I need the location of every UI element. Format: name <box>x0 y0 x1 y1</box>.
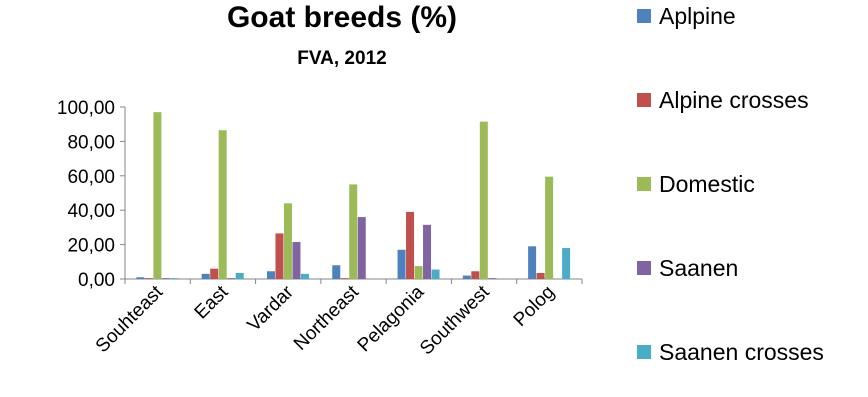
bar-saanen-souhteast <box>161 278 170 279</box>
bar-saanen-crosses-souhteast <box>170 278 179 279</box>
bar-domestic-polog <box>545 176 554 279</box>
bar-aplpine-souhteast <box>136 277 145 279</box>
bar-domestic-vardar <box>283 203 292 279</box>
bar-aplpine-pelagonia <box>397 249 406 279</box>
bar-aplpine-east <box>201 273 210 279</box>
legend-label: Domestic <box>659 171 755 197</box>
x-tick-label: Polog <box>510 282 559 331</box>
bar-saanen-crosses-pelagonia <box>431 269 440 279</box>
chart-title: Goat breeds (%) <box>227 1 457 34</box>
bar-aplpine-polog <box>528 246 537 279</box>
legend-swatch <box>637 93 651 107</box>
chart-subtitle: FVA, 2012 <box>297 48 386 69</box>
y-tick-label: 100,00 <box>57 98 115 119</box>
bar-domestic-east <box>218 130 227 279</box>
bar-alpine-crosses-southwest <box>471 271 480 279</box>
bar-saanen-east <box>227 278 236 279</box>
x-tick-label: East <box>191 281 233 323</box>
y-tick-label: 40,00 <box>67 201 115 222</box>
bars-group <box>136 112 571 280</box>
legend-label: Alpine crosses <box>659 87 809 113</box>
legend-label: Aplpine <box>659 3 736 29</box>
bar-domestic-pelagonia <box>414 266 423 279</box>
bar-saanen-pelagonia <box>423 224 432 279</box>
x-tick-label: Vardar <box>244 281 299 336</box>
bar-domestic-northeast <box>349 184 358 279</box>
legend: Aplpine Alpine crosses Domestic Saanen Saane… <box>637 3 824 365</box>
bar-domestic-souhteast <box>153 112 162 279</box>
y-axis: 0,00 20,00 40,00 60,00 80,00 100,00 <box>57 98 126 291</box>
bar-saanen-northeast <box>357 217 366 279</box>
bar-saanen-crosses-east <box>235 272 244 279</box>
bar-saanen-vardar <box>292 242 301 279</box>
legend-label: Saanen crosses <box>659 339 824 365</box>
bar-alpine-crosses-souhteast <box>144 278 153 279</box>
legend-swatch <box>637 261 651 275</box>
x-tick-label: Souhteast <box>92 281 168 357</box>
legend-label: Saanen <box>659 255 738 281</box>
y-tick-label: 0,00 <box>78 270 115 291</box>
bar-saanen-southwest <box>488 278 497 279</box>
legend-swatch <box>637 345 651 359</box>
bar-aplpine-northeast <box>332 265 341 279</box>
bar-aplpine-vardar <box>266 271 275 279</box>
y-tick-label: 60,00 <box>67 167 115 188</box>
bar-alpine-crosses-vardar <box>275 233 284 279</box>
bar-alpine-crosses-polog <box>536 272 545 279</box>
bar-saanen-crosses-polog <box>562 248 571 279</box>
x-tick-label: Northeast <box>290 281 364 355</box>
bar-aplpine-southwest <box>462 275 471 279</box>
x-tick-label: Southwest <box>416 281 494 359</box>
bar-saanen-crosses-vardar <box>300 273 309 279</box>
bar-alpine-crosses-northeast <box>340 278 349 279</box>
bar-domestic-southwest <box>479 121 488 280</box>
bar-alpine-crosses-east <box>210 268 219 279</box>
y-tick-label: 80,00 <box>67 132 115 153</box>
y-tick-label: 20,00 <box>67 236 115 257</box>
bar-alpine-crosses-pelagonia <box>406 211 415 279</box>
legend-swatch <box>637 177 651 191</box>
x-axis: Souhteast East VardarNortheastPelagoniaSou… <box>92 278 583 359</box>
legend-swatch <box>637 9 651 23</box>
